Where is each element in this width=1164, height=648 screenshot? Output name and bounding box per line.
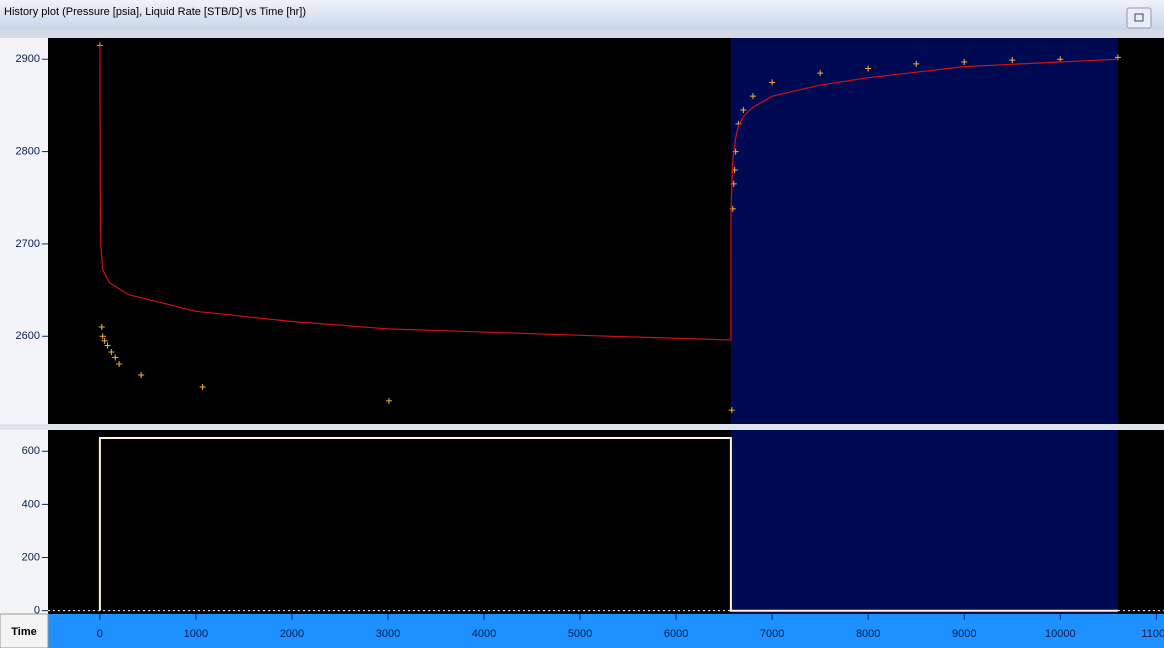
x-tick-label: 11000 [1141, 628, 1164, 640]
y-tick-label: 2700 [16, 238, 40, 250]
data-point [1009, 57, 1016, 64]
data-point [99, 333, 106, 340]
data-point [1057, 56, 1064, 63]
series-line [99, 45, 1118, 341]
y-tick-label: 400 [22, 498, 40, 510]
x-tick-label: 0 [97, 628, 103, 640]
data-point [769, 79, 776, 86]
x-tick-label: 7000 [760, 628, 784, 640]
highlight-region [730, 430, 1118, 614]
data-point [749, 93, 756, 100]
x-tick-label: 2000 [280, 628, 304, 640]
data-point [865, 65, 872, 72]
restore-icon [1134, 13, 1144, 22]
time-axis-label-box [0, 613, 49, 648]
data-point [98, 324, 105, 331]
data-point [108, 348, 115, 355]
title-bar-edge [0, 30, 1164, 38]
x-tick-label: 6000 [664, 628, 688, 640]
y-tick-label: 600 [22, 445, 40, 457]
highlight-region [730, 38, 1118, 424]
x-tick-label: 4000 [472, 628, 496, 640]
restore-button[interactable] [1126, 7, 1152, 29]
time-axis-strip [48, 614, 1164, 648]
title-bar [0, 0, 1164, 30]
data-point [112, 354, 119, 361]
x-tick-label: 10000 [1045, 628, 1076, 640]
y-tick-label: 2900 [16, 53, 40, 65]
data-point [913, 60, 920, 67]
data-point [817, 70, 824, 77]
y-tick-label: 200 [22, 551, 40, 563]
data-point [138, 372, 145, 379]
data-point [199, 384, 206, 391]
y-tick-label: 2600 [16, 330, 40, 342]
data-point [961, 59, 968, 66]
data-point [385, 397, 392, 404]
plot-separator [0, 424, 1164, 430]
window-title: History plot (Pressure [psia], Liquid Ra… [4, 6, 306, 18]
x-tick-label: 3000 [376, 628, 400, 640]
x-tick-label: 9000 [952, 628, 976, 640]
y-tick-label: 0 [34, 605, 40, 617]
data-point [101, 337, 108, 344]
y-tick-label: 2800 [16, 145, 40, 157]
x-tick-label: 1000 [184, 628, 208, 640]
y-axis-strip [0, 38, 48, 614]
data-point [740, 107, 747, 114]
x-tick-label: 8000 [856, 628, 880, 640]
data-point [104, 342, 111, 349]
series-line [98, 437, 1118, 612]
data-point [116, 360, 123, 367]
data-point [728, 407, 735, 414]
x-tick-label: 5000 [568, 628, 592, 640]
x-axis-label: Time [11, 626, 36, 638]
